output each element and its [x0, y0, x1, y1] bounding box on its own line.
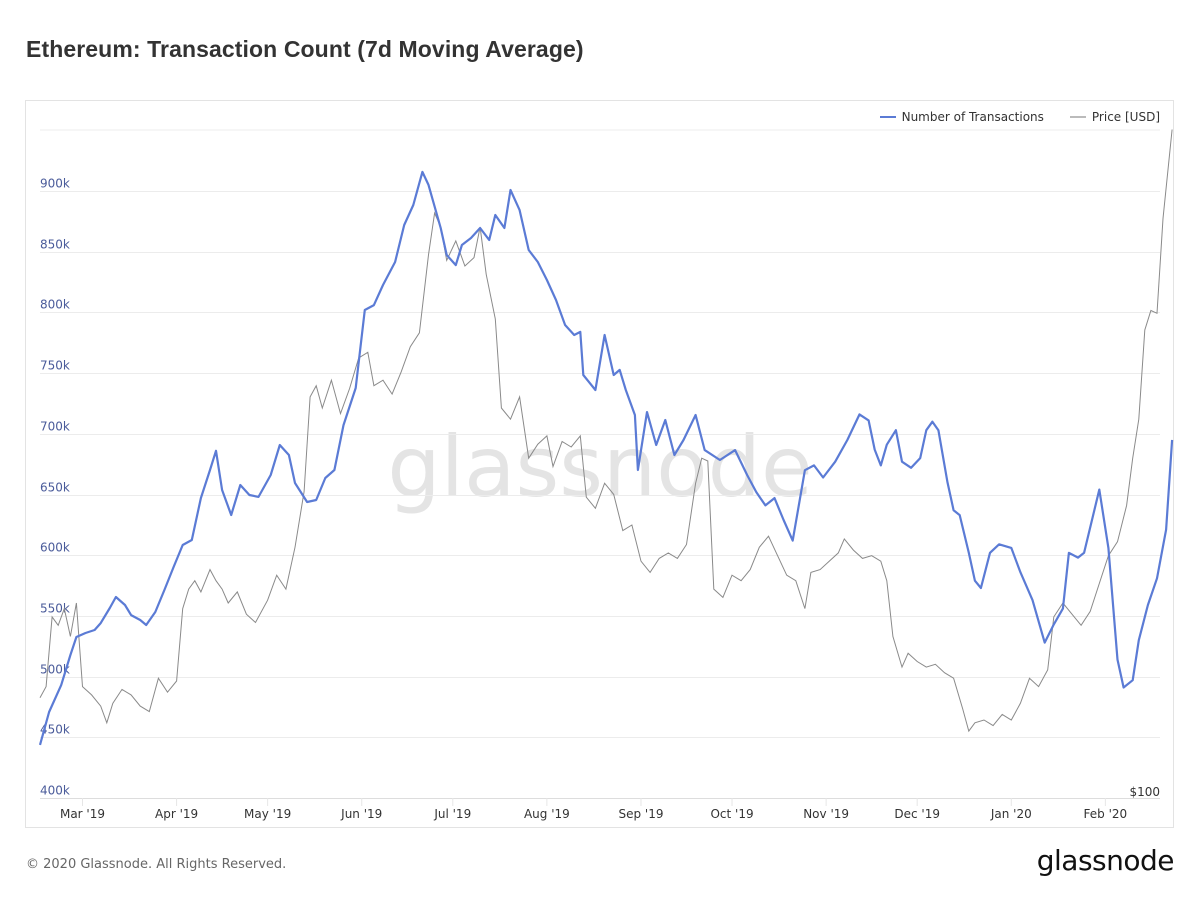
y-tick-label: 450k [40, 723, 70, 737]
x-tick-label: Jul '19 [433, 807, 471, 821]
y-tick-label: 800k [40, 298, 70, 312]
legend-swatch-transactions [879, 116, 896, 118]
x-tick-label: Sep '19 [618, 807, 663, 821]
glassnode-logo[interactable]: glassnode [1036, 844, 1175, 877]
legend-label: Number of Transactions [901, 110, 1044, 124]
y-tick-label: 550k [40, 602, 70, 616]
x-tick-label: May '19 [244, 807, 291, 821]
legend-label: Price [USD] [1091, 110, 1160, 124]
legend-item-transactions[interactable]: Number of Transactions [879, 110, 1044, 124]
copyright: © 2020 Glassnode. All Rights Reserved. [26, 857, 287, 872]
y-tick-label: 750k [40, 359, 70, 373]
x-tick-label: Jan '20 [990, 807, 1032, 821]
legend: Number of Transactions Price [USD] [879, 110, 1160, 124]
x-tick-label: Jun '19 [340, 807, 382, 821]
x-tick-label: Feb '20 [1084, 807, 1128, 821]
x-tick-label: Mar '19 [60, 807, 105, 821]
watermark: glassnode [387, 418, 812, 516]
x-tick-label: Apr '19 [155, 807, 198, 821]
x-tick-label: Aug '19 [524, 807, 570, 821]
right-axis-tick-label: $100 [1129, 785, 1160, 799]
page-title: Ethereum: Transaction Count (7d Moving A… [26, 36, 584, 62]
y-tick-label: 900k [40, 177, 70, 191]
y-tick-label: 850k [40, 238, 70, 252]
price-line [39, 129, 1173, 733]
x-tick-label: Dec '19 [894, 807, 940, 821]
y-tick-label: 650k [40, 481, 70, 495]
legend-item-price[interactable]: Price [USD] [1069, 110, 1160, 124]
y-tick-label: 400k [40, 784, 70, 798]
transactions-line [38, 170, 1174, 746]
y-tick-label: 700k [40, 420, 70, 434]
chart-container [25, 100, 1174, 828]
y-tick-label: 600k [40, 541, 70, 555]
x-tick-label: Oct '19 [710, 807, 753, 821]
x-tick-label: Nov '19 [803, 807, 849, 821]
legend-swatch-price [1069, 116, 1086, 118]
